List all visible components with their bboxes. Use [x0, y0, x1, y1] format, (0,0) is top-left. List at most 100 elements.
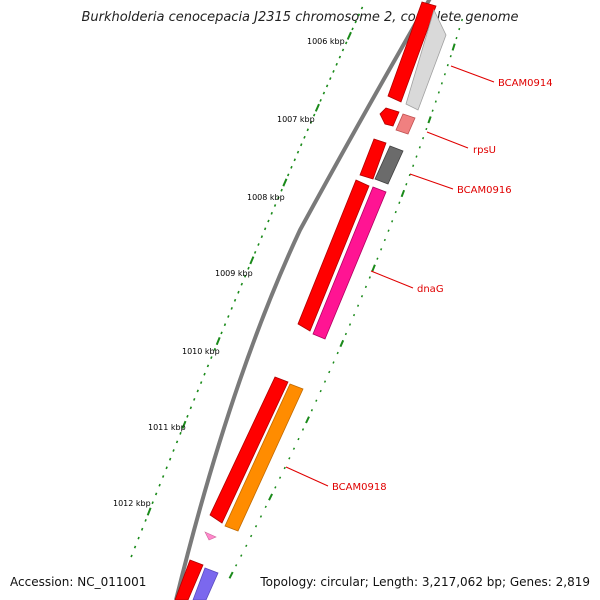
- minor-tick: [253, 250, 257, 254]
- minor-tick: [290, 165, 293, 169]
- minor-tick: [354, 20, 357, 24]
- major-tick: [181, 420, 187, 429]
- inner-minor-tick: [323, 380, 327, 383]
- inner-minor-tick: [328, 370, 331, 374]
- scale-label-1012: 1012 kbp: [113, 499, 151, 508]
- gene-bcam0916-bar[interactable]: [374, 145, 404, 185]
- minor-tick: [151, 501, 154, 505]
- minor-tick: [140, 527, 144, 531]
- inner-minor-tick: [449, 54, 452, 58]
- inner-minor-tick: [274, 486, 277, 489]
- inner-major-tick: [305, 416, 310, 424]
- minor-tick: [247, 266, 250, 270]
- minor-tick: [357, 13, 361, 17]
- minor-tick: [186, 414, 189, 418]
- minor-tick: [306, 128, 309, 132]
- minor-tick: [335, 62, 338, 66]
- minor-tick: [296, 150, 300, 154]
- small-feature-pink[interactable]: [204, 531, 217, 541]
- inner-minor-tick: [348, 323, 352, 326]
- minor-tick: [257, 243, 260, 246]
- small-feature-purple[interactable]: [192, 567, 219, 600]
- scale-label-1010: 1010 kbp: [182, 347, 220, 356]
- scale-label-1009: 1009 kbp: [215, 269, 253, 278]
- minor-tick: [303, 135, 306, 139]
- gene-bcam0918-bar[interactable]: [224, 383, 304, 532]
- minor-tick: [179, 431, 182, 435]
- gene-bcam0914-bar[interactable]: [405, 8, 447, 111]
- inner-major-tick: [371, 264, 376, 272]
- inner-minor-tick: [297, 437, 300, 441]
- minor-tick: [319, 98, 322, 102]
- minor-tick: [309, 120, 313, 124]
- inner-minor-tick: [380, 248, 383, 251]
- minor-tick: [341, 48, 345, 52]
- inner-minor-tick: [415, 155, 418, 158]
- major-tick: [314, 103, 320, 112]
- inner-minor-tick: [398, 201, 401, 204]
- gene-arrow-forward-1[interactable]: [387, 1, 437, 103]
- genome-summary: Topology: circular; Length: 3,217,062 bp…: [260, 575, 590, 589]
- inner-minor-tick: [278, 476, 282, 479]
- gene-rpsu-bar[interactable]: [395, 113, 416, 135]
- major-tick: [282, 178, 288, 187]
- scale-label-1011: 1011 kbp: [148, 423, 186, 432]
- minor-tick: [210, 356, 213, 360]
- minor-tick: [300, 143, 303, 147]
- inner-minor-tick: [344, 332, 347, 336]
- scale-labels: 1006 kbp 1007 kbp 1008 kbp 1009 kbp 1010…: [113, 37, 345, 508]
- minor-tick: [243, 274, 247, 278]
- inner-minor-tick: [383, 238, 386, 242]
- inner-minor-tick: [319, 389, 322, 393]
- minor-tick: [165, 466, 168, 470]
- inner-minor-tick: [235, 564, 238, 567]
- inner-minor-tick: [458, 27, 461, 31]
- accession-label: Accession: NC_011001: [10, 575, 147, 589]
- gene-dnag-bar[interactable]: [312, 186, 387, 340]
- minor-tick: [351, 27, 354, 31]
- major-tick-marks: [146, 31, 456, 579]
- gene-arrow-forward-6[interactable]: [174, 559, 204, 600]
- inner-minor-tick: [376, 257, 379, 260]
- minor-tick: [189, 406, 193, 410]
- inner-minor-tick: [310, 409, 313, 412]
- scale-label-1007: 1007 kbp: [277, 115, 315, 124]
- gene-label-bcam0914[interactable]: BCAM0914: [498, 78, 553, 89]
- gene-arrow-forward-3[interactable]: [359, 138, 387, 180]
- inner-minor-tick: [301, 428, 305, 431]
- gene-arrow-forward-5[interactable]: [209, 376, 289, 524]
- inner-minor-tick: [443, 73, 446, 76]
- minor-tick: [227, 315, 230, 318]
- minor-tick: [325, 84, 329, 88]
- minor-tick: [277, 196, 280, 200]
- gene-arrow-forward-2[interactable]: [379, 107, 400, 127]
- inner-minor-tick: [387, 229, 390, 232]
- inner-minor-tick: [425, 127, 428, 131]
- gene-label-dnag[interactable]: dnaG: [417, 284, 444, 295]
- inner-minor-tick: [283, 466, 286, 470]
- gene-arrow-forward-4[interactable]: [297, 179, 370, 332]
- minor-tick: [137, 536, 140, 540]
- inner-minor-tick: [368, 276, 371, 279]
- feature-ring: [192, 8, 447, 600]
- minor-tick: [280, 188, 283, 192]
- major-tick: [346, 31, 352, 40]
- gene-label-bcam0916[interactable]: BCAM0916: [457, 185, 512, 196]
- inner-minor-tick: [315, 399, 318, 402]
- minor-tick: [193, 397, 196, 401]
- scale-label-1008: 1008 kbp: [247, 193, 285, 202]
- inner-minor-tick: [422, 136, 425, 140]
- inner-minor-tick: [446, 63, 449, 67]
- minor-tick: [263, 227, 267, 231]
- inner-major-tick: [268, 493, 273, 501]
- inner-minor-tick: [455, 36, 458, 40]
- inner-minor-tick: [391, 220, 394, 223]
- gene-label-bcam0918[interactable]: BCAM0918: [332, 482, 387, 493]
- minor-tick: [172, 449, 175, 452]
- gene-label-rpsu[interactable]: rpsU: [473, 145, 496, 156]
- inner-minor-tick: [431, 109, 434, 112]
- inner-major-tick: [400, 189, 406, 198]
- inner-minor-tick: [440, 82, 443, 85]
- minor-tick: [161, 475, 165, 478]
